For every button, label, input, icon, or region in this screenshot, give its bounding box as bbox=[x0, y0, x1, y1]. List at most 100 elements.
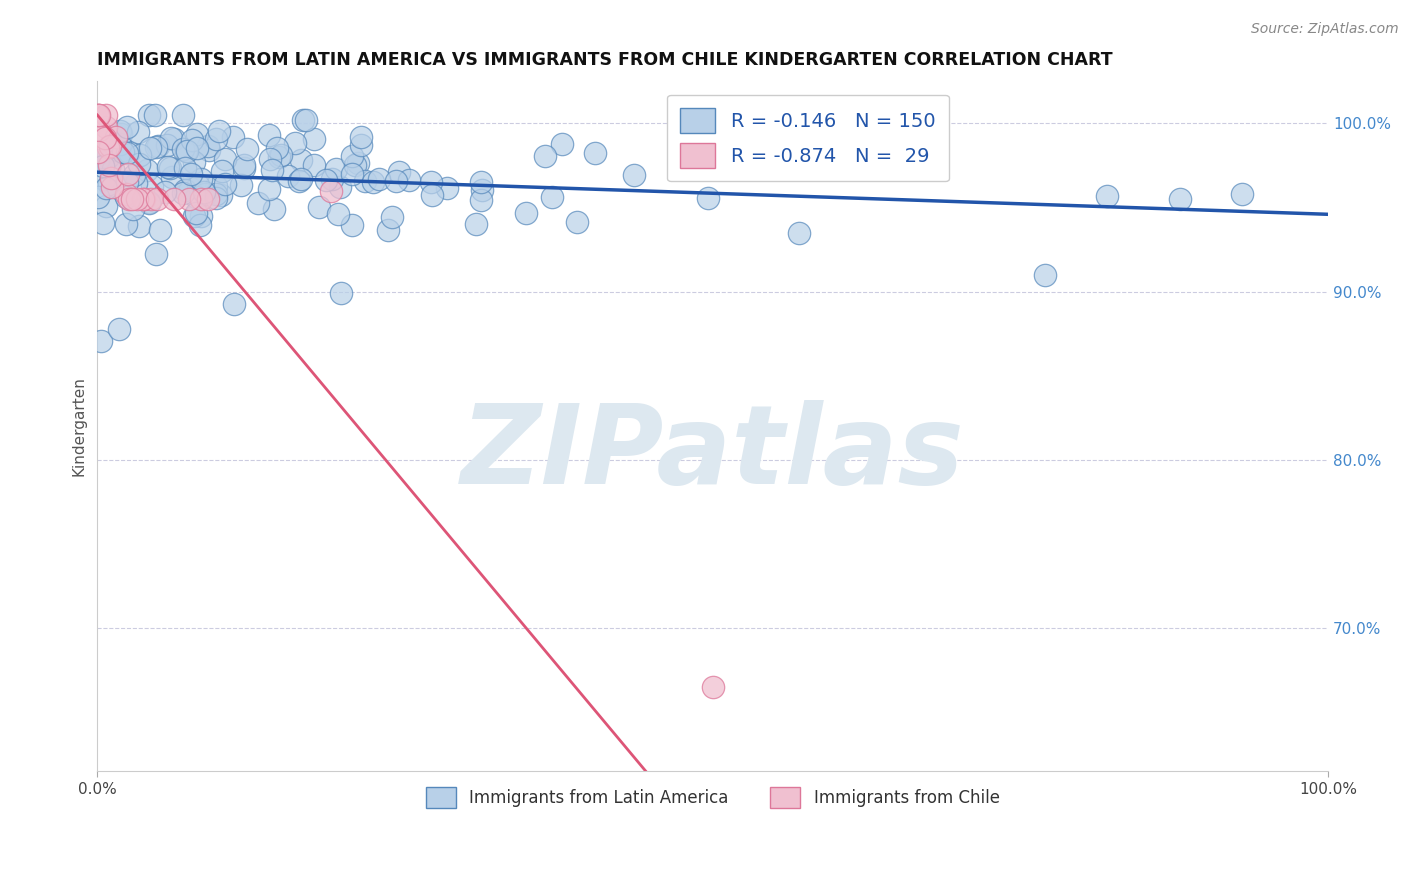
Point bbox=[146, 192, 169, 206]
Point bbox=[315, 173, 337, 187]
Point bbox=[787, 226, 810, 240]
Point bbox=[197, 192, 219, 206]
Point bbox=[91, 216, 114, 230]
Point bbox=[174, 183, 197, 197]
Point bbox=[108, 322, 131, 336]
Point bbox=[190, 192, 212, 206]
Point bbox=[361, 175, 384, 189]
Point bbox=[184, 205, 207, 219]
Point bbox=[183, 155, 205, 169]
Point bbox=[350, 129, 373, 144]
Point bbox=[388, 165, 411, 179]
Point bbox=[143, 108, 166, 122]
Point bbox=[398, 173, 420, 187]
Point bbox=[330, 285, 353, 300]
Point bbox=[160, 169, 183, 184]
Point bbox=[623, 168, 645, 182]
Point bbox=[110, 127, 132, 141]
Point bbox=[163, 132, 186, 146]
Point bbox=[190, 171, 212, 186]
Point bbox=[96, 181, 118, 195]
Point bbox=[347, 156, 370, 170]
Point bbox=[308, 200, 330, 214]
Point bbox=[160, 131, 183, 145]
Point bbox=[420, 187, 443, 202]
Point bbox=[534, 149, 557, 163]
Point bbox=[214, 177, 236, 191]
Point bbox=[90, 334, 112, 348]
Point bbox=[115, 176, 138, 190]
Point bbox=[89, 122, 111, 136]
Point bbox=[321, 172, 343, 186]
Point bbox=[183, 209, 205, 223]
Point bbox=[115, 189, 138, 203]
Point bbox=[100, 170, 122, 185]
Point bbox=[277, 169, 299, 183]
Point bbox=[288, 174, 311, 188]
Point bbox=[259, 153, 281, 167]
Point bbox=[97, 150, 120, 164]
Point bbox=[186, 128, 208, 142]
Point bbox=[98, 158, 121, 172]
Legend: Immigrants from Latin America, Immigrants from Chile: Immigrants from Latin America, Immigrant… bbox=[419, 780, 1007, 814]
Point bbox=[385, 174, 408, 188]
Point bbox=[377, 223, 399, 237]
Point bbox=[184, 190, 207, 204]
Point bbox=[138, 194, 160, 209]
Point bbox=[224, 297, 246, 311]
Point bbox=[471, 183, 494, 197]
Point bbox=[98, 158, 121, 172]
Point bbox=[96, 108, 118, 122]
Point bbox=[350, 138, 373, 153]
Point bbox=[179, 181, 201, 195]
Point bbox=[229, 178, 252, 192]
Point bbox=[91, 159, 114, 173]
Point bbox=[292, 112, 315, 127]
Point bbox=[121, 192, 143, 206]
Point bbox=[515, 206, 537, 220]
Point bbox=[266, 141, 288, 155]
Point bbox=[157, 160, 180, 174]
Point bbox=[87, 108, 110, 122]
Point bbox=[329, 179, 352, 194]
Point bbox=[193, 185, 215, 199]
Point bbox=[342, 167, 364, 181]
Point bbox=[321, 184, 343, 198]
Point bbox=[181, 133, 204, 147]
Point bbox=[100, 180, 122, 194]
Point bbox=[188, 218, 211, 232]
Point bbox=[128, 219, 150, 233]
Point bbox=[204, 187, 226, 202]
Point bbox=[550, 137, 572, 152]
Point bbox=[222, 130, 245, 145]
Point bbox=[132, 192, 155, 206]
Point bbox=[197, 143, 219, 157]
Point bbox=[146, 139, 169, 153]
Point bbox=[122, 168, 145, 182]
Point bbox=[139, 192, 162, 206]
Point bbox=[565, 215, 588, 229]
Point bbox=[1170, 192, 1192, 206]
Point bbox=[180, 167, 202, 181]
Point bbox=[108, 124, 131, 138]
Point bbox=[136, 162, 159, 177]
Point bbox=[172, 108, 194, 122]
Point bbox=[328, 207, 350, 221]
Point bbox=[104, 129, 127, 144]
Point bbox=[187, 178, 209, 192]
Point bbox=[368, 172, 391, 186]
Point bbox=[208, 124, 231, 138]
Point bbox=[118, 145, 141, 160]
Point bbox=[290, 153, 312, 167]
Point bbox=[141, 179, 163, 194]
Point bbox=[702, 680, 724, 694]
Point bbox=[125, 176, 148, 190]
Point bbox=[257, 128, 280, 142]
Point bbox=[204, 132, 226, 146]
Text: Source: ZipAtlas.com: Source: ZipAtlas.com bbox=[1251, 22, 1399, 37]
Point bbox=[381, 210, 404, 224]
Point bbox=[209, 188, 232, 202]
Point bbox=[173, 161, 195, 175]
Point bbox=[541, 190, 564, 204]
Point bbox=[470, 175, 492, 189]
